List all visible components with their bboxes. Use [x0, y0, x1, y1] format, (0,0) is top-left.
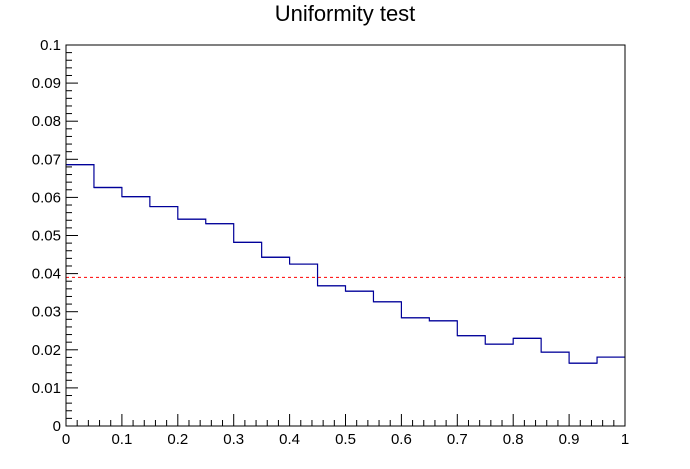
- y-tick-label: 0: [53, 418, 61, 435]
- x-tick-label: 0.2: [167, 431, 188, 448]
- x-tick-label: 0.8: [503, 431, 524, 448]
- x-tick-label: 0.4: [279, 431, 300, 448]
- y-tick-label: 0.06: [32, 189, 61, 206]
- y-tick-label: 0.03: [32, 304, 61, 321]
- x-tick-label: 0.9: [559, 431, 580, 448]
- x-tick-label: 0.7: [447, 431, 468, 448]
- y-tick-label: 0.02: [32, 342, 61, 359]
- x-tick-label: 0.6: [391, 431, 412, 448]
- axes: 0 0.1 0.2 0.3 0.4 0.5 0.6 0.7 0.8 0.9 1 0 0.01 0.02 0.…: [32, 37, 629, 448]
- y-tick-label: 0.04: [32, 266, 61, 283]
- y-tick-label: 0.05: [32, 228, 61, 245]
- x-tick-label: 0: [62, 431, 70, 448]
- chart-title: Uniformity test: [275, 1, 416, 26]
- x-tick-label: 0.3: [223, 431, 244, 448]
- plot-frame: [65, 44, 626, 427]
- plot-area: [66, 164, 625, 364]
- x-tick-label: 0.1: [111, 431, 132, 448]
- y-tick-label: 0.07: [32, 151, 61, 168]
- y-tick-label: 0.09: [32, 75, 61, 92]
- y-tick-label: 0.01: [32, 380, 61, 397]
- x-tick-label: 1: [621, 431, 629, 448]
- y-tick-label: 0.08: [32, 113, 61, 130]
- x-tick-label: 0.5: [335, 431, 356, 448]
- y-tick-label: 0.1: [40, 37, 61, 54]
- histogram-line: [66, 164, 625, 364]
